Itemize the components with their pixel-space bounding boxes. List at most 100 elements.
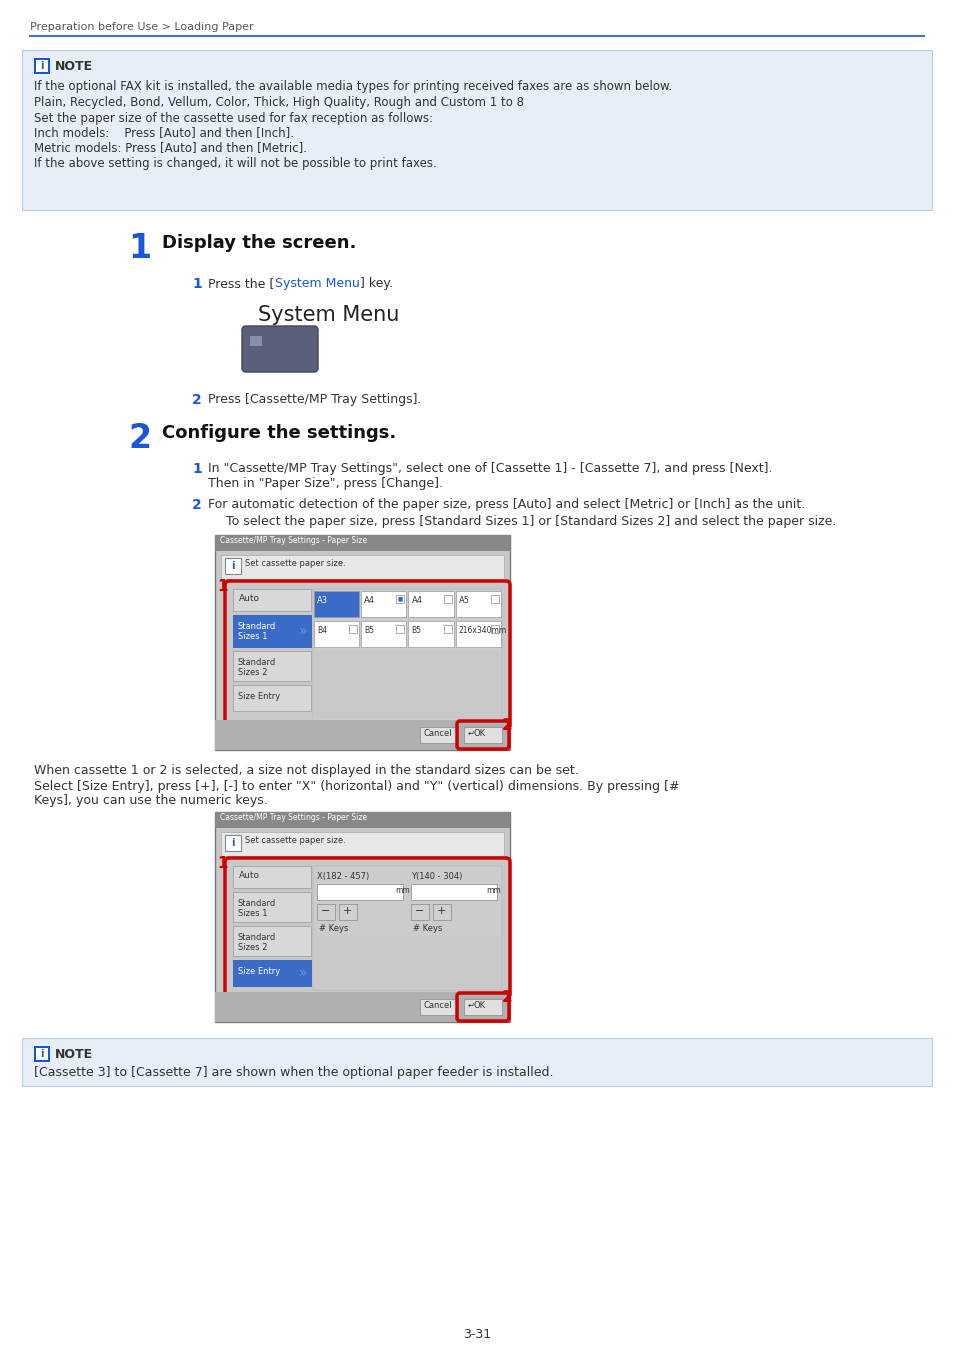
- FancyBboxPatch shape: [221, 555, 503, 579]
- FancyBboxPatch shape: [214, 992, 510, 1022]
- FancyBboxPatch shape: [408, 621, 454, 647]
- Text: 1: 1: [129, 232, 152, 265]
- FancyBboxPatch shape: [314, 591, 359, 617]
- Text: ] key.: ] key.: [359, 277, 393, 290]
- FancyBboxPatch shape: [221, 832, 503, 856]
- FancyBboxPatch shape: [233, 651, 311, 680]
- Text: Sizes 1: Sizes 1: [237, 632, 267, 641]
- Text: # Keys: # Keys: [318, 923, 348, 933]
- Text: Display the screen.: Display the screen.: [162, 234, 356, 252]
- Text: Set cassette paper size.: Set cassette paper size.: [245, 836, 345, 845]
- FancyBboxPatch shape: [34, 1046, 50, 1062]
- Text: System Menu: System Menu: [257, 305, 399, 325]
- Text: In "Cassette/MP Tray Settings", select one of [Cassette 1] - [Cassette 7], and p: In "Cassette/MP Tray Settings", select o…: [208, 462, 772, 475]
- Text: ↵: ↵: [468, 729, 475, 738]
- FancyBboxPatch shape: [411, 884, 497, 900]
- FancyBboxPatch shape: [433, 904, 451, 919]
- Text: +: +: [436, 906, 446, 917]
- FancyBboxPatch shape: [233, 684, 311, 711]
- Text: If the optional FAX kit is installed, the available media types for printing rec: If the optional FAX kit is installed, th…: [34, 80, 672, 93]
- Text: B5: B5: [411, 626, 421, 634]
- Text: 1: 1: [216, 579, 227, 594]
- Text: Standard: Standard: [237, 933, 276, 942]
- Text: 1: 1: [216, 856, 227, 871]
- FancyBboxPatch shape: [22, 50, 931, 211]
- Text: mm: mm: [395, 886, 410, 895]
- Text: Size Entry: Size Entry: [237, 693, 280, 701]
- Text: Inch models:    Press [Auto] and then [Inch].: Inch models: Press [Auto] and then [Inch…: [34, 126, 294, 139]
- FancyBboxPatch shape: [214, 811, 510, 1022]
- Text: 3-31: 3-31: [462, 1328, 491, 1341]
- FancyBboxPatch shape: [396, 625, 404, 633]
- Text: Cancel: Cancel: [423, 729, 452, 738]
- FancyBboxPatch shape: [491, 595, 498, 603]
- Text: 1: 1: [192, 462, 201, 477]
- Text: Then in "Paper Size", press [Change].: Then in "Paper Size", press [Change].: [208, 477, 442, 490]
- Text: [Cassette 3] to [Cassette 7] are shown when the optional paper feeder is install: [Cassette 3] to [Cassette 7] are shown w…: [34, 1066, 553, 1079]
- FancyBboxPatch shape: [316, 884, 402, 900]
- FancyBboxPatch shape: [463, 999, 501, 1015]
- FancyBboxPatch shape: [443, 595, 452, 603]
- Text: Press [Cassette/MP Tray Settings].: Press [Cassette/MP Tray Settings].: [208, 393, 421, 406]
- FancyBboxPatch shape: [396, 595, 404, 603]
- Text: −: −: [415, 906, 424, 917]
- FancyBboxPatch shape: [361, 621, 406, 647]
- FancyBboxPatch shape: [233, 616, 311, 647]
- FancyBboxPatch shape: [314, 936, 500, 988]
- Text: i: i: [231, 562, 234, 571]
- Text: For automatic detection of the paper size, press [Auto] and select [Metric] or [: For automatic detection of the paper siz…: [208, 498, 804, 512]
- FancyBboxPatch shape: [22, 1038, 931, 1085]
- Text: +: +: [343, 906, 352, 917]
- Text: Select [Size Entry], press [+], [-] to enter "X" (horizontal) and "Y" (vertical): Select [Size Entry], press [+], [-] to e…: [34, 780, 679, 792]
- Text: X(182 - 457): X(182 - 457): [316, 872, 369, 882]
- Text: ■: ■: [397, 597, 402, 602]
- FancyBboxPatch shape: [214, 535, 510, 551]
- FancyBboxPatch shape: [316, 904, 335, 919]
- FancyBboxPatch shape: [233, 589, 311, 612]
- Text: Standard: Standard: [237, 622, 276, 630]
- Text: −: −: [320, 906, 330, 917]
- FancyBboxPatch shape: [314, 651, 500, 720]
- FancyBboxPatch shape: [408, 591, 454, 617]
- FancyBboxPatch shape: [225, 558, 241, 574]
- Text: mm: mm: [485, 886, 500, 895]
- FancyBboxPatch shape: [314, 621, 359, 647]
- FancyBboxPatch shape: [361, 591, 406, 617]
- Text: Standard: Standard: [237, 899, 276, 909]
- Text: Cancel: Cancel: [423, 1000, 452, 1010]
- FancyBboxPatch shape: [214, 811, 510, 828]
- Text: NOTE: NOTE: [55, 59, 93, 73]
- FancyBboxPatch shape: [419, 728, 457, 743]
- Text: Preparation before Use > Loading Paper: Preparation before Use > Loading Paper: [30, 22, 253, 32]
- Text: When cassette 1 or 2 is selected, a size not displayed in the standard sizes can: When cassette 1 or 2 is selected, a size…: [34, 764, 578, 778]
- Text: Sizes 2: Sizes 2: [237, 668, 267, 676]
- FancyBboxPatch shape: [313, 589, 501, 721]
- Text: If the above setting is changed, it will not be possible to print faxes.: If the above setting is changed, it will…: [34, 157, 436, 170]
- Text: B4: B4: [316, 626, 327, 634]
- Text: OK: OK: [474, 1000, 486, 1010]
- Text: i: i: [231, 838, 234, 848]
- FancyBboxPatch shape: [313, 865, 501, 990]
- Text: i: i: [40, 1049, 44, 1058]
- FancyBboxPatch shape: [411, 904, 429, 919]
- FancyBboxPatch shape: [456, 621, 500, 647]
- FancyBboxPatch shape: [443, 625, 452, 633]
- FancyBboxPatch shape: [214, 720, 510, 751]
- Text: System Menu: System Menu: [274, 277, 359, 290]
- Text: NOTE: NOTE: [55, 1048, 93, 1061]
- Text: Auto: Auto: [239, 871, 260, 880]
- Text: A4: A4: [411, 595, 422, 605]
- Text: Keys], you can use the numeric keys.: Keys], you can use the numeric keys.: [34, 794, 268, 807]
- Text: To select the paper size, press [Standard Sizes 1] or [Standard Sizes 2] and sel: To select the paper size, press [Standar…: [226, 514, 836, 528]
- FancyBboxPatch shape: [463, 728, 501, 743]
- Text: 2: 2: [192, 393, 201, 406]
- Text: A3: A3: [316, 595, 328, 605]
- Text: OK: OK: [474, 729, 486, 738]
- Text: 216x340mm: 216x340mm: [458, 626, 506, 634]
- Text: Auto: Auto: [239, 594, 260, 603]
- Text: Y(140 - 304): Y(140 - 304): [411, 872, 462, 882]
- Text: Cassette/MP Tray Settings - Paper Size: Cassette/MP Tray Settings - Paper Size: [220, 536, 367, 545]
- Text: 2: 2: [129, 423, 152, 455]
- Text: Sizes 2: Sizes 2: [237, 944, 267, 952]
- Text: Standard: Standard: [237, 657, 276, 667]
